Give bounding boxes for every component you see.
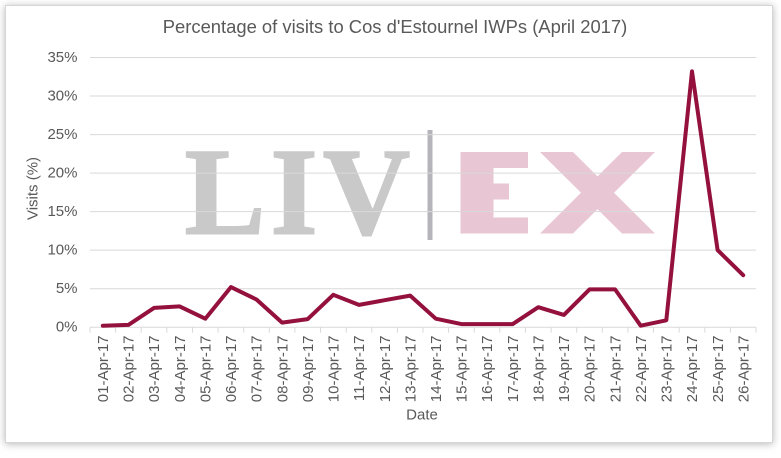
- svg-text:20-Apr-17: 20-Apr-17: [582, 336, 599, 403]
- svg-text:25-Apr-17: 25-Apr-17: [710, 336, 727, 403]
- svg-text:25%: 25%: [47, 126, 77, 143]
- svg-text:24-Apr-17: 24-Apr-17: [684, 336, 701, 403]
- svg-text:04-Apr-17: 04-Apr-17: [172, 336, 189, 403]
- svg-text:Percentage of visits to Cos d': Percentage of visits to Cos d'Estournel …: [163, 16, 628, 37]
- svg-text:10-Apr-17: 10-Apr-17: [326, 336, 343, 403]
- svg-text:05-Apr-17: 05-Apr-17: [198, 336, 215, 403]
- svg-text:21-Apr-17: 21-Apr-17: [607, 336, 624, 403]
- svg-text:13-Apr-17: 13-Apr-17: [402, 336, 419, 403]
- svg-text:16-Apr-17: 16-Apr-17: [479, 336, 496, 403]
- svg-text:22-Apr-17: 22-Apr-17: [633, 336, 650, 403]
- svg-text:10%: 10%: [47, 242, 77, 259]
- svg-text:08-Apr-17: 08-Apr-17: [274, 336, 291, 403]
- svg-text:18-Apr-17: 18-Apr-17: [531, 336, 548, 403]
- svg-text:35%: 35%: [47, 49, 77, 66]
- svg-text:01-Apr-17: 01-Apr-17: [95, 336, 112, 403]
- svg-text:02-Apr-17: 02-Apr-17: [121, 336, 138, 403]
- svg-text:LIV: LIV: [185, 124, 416, 261]
- svg-text:Date: Date: [406, 407, 438, 424]
- svg-text:12-Apr-17: 12-Apr-17: [377, 336, 394, 403]
- svg-text:07-Apr-17: 07-Apr-17: [249, 336, 266, 403]
- svg-text:11-Apr-17: 11-Apr-17: [351, 336, 368, 402]
- svg-text:14-Apr-17: 14-Apr-17: [428, 336, 445, 403]
- svg-text:17-Apr-17: 17-Apr-17: [505, 336, 522, 403]
- svg-text:15%: 15%: [47, 203, 77, 220]
- svg-text:20%: 20%: [47, 165, 77, 182]
- svg-text:23-Apr-17: 23-Apr-17: [659, 336, 676, 403]
- svg-text:06-Apr-17: 06-Apr-17: [223, 336, 240, 403]
- svg-text:30%: 30%: [47, 88, 77, 105]
- svg-text:03-Apr-17: 03-Apr-17: [146, 336, 163, 403]
- svg-text:09-Apr-17: 09-Apr-17: [300, 336, 317, 403]
- svg-text:19-Apr-17: 19-Apr-17: [556, 336, 573, 403]
- svg-text:Visits (%): Visits (%): [25, 157, 42, 220]
- svg-text:15-Apr-17: 15-Apr-17: [454, 336, 471, 403]
- svg-text:5%: 5%: [56, 280, 78, 297]
- svg-text:0%: 0%: [56, 319, 78, 336]
- svg-text:26-Apr-17: 26-Apr-17: [735, 336, 752, 403]
